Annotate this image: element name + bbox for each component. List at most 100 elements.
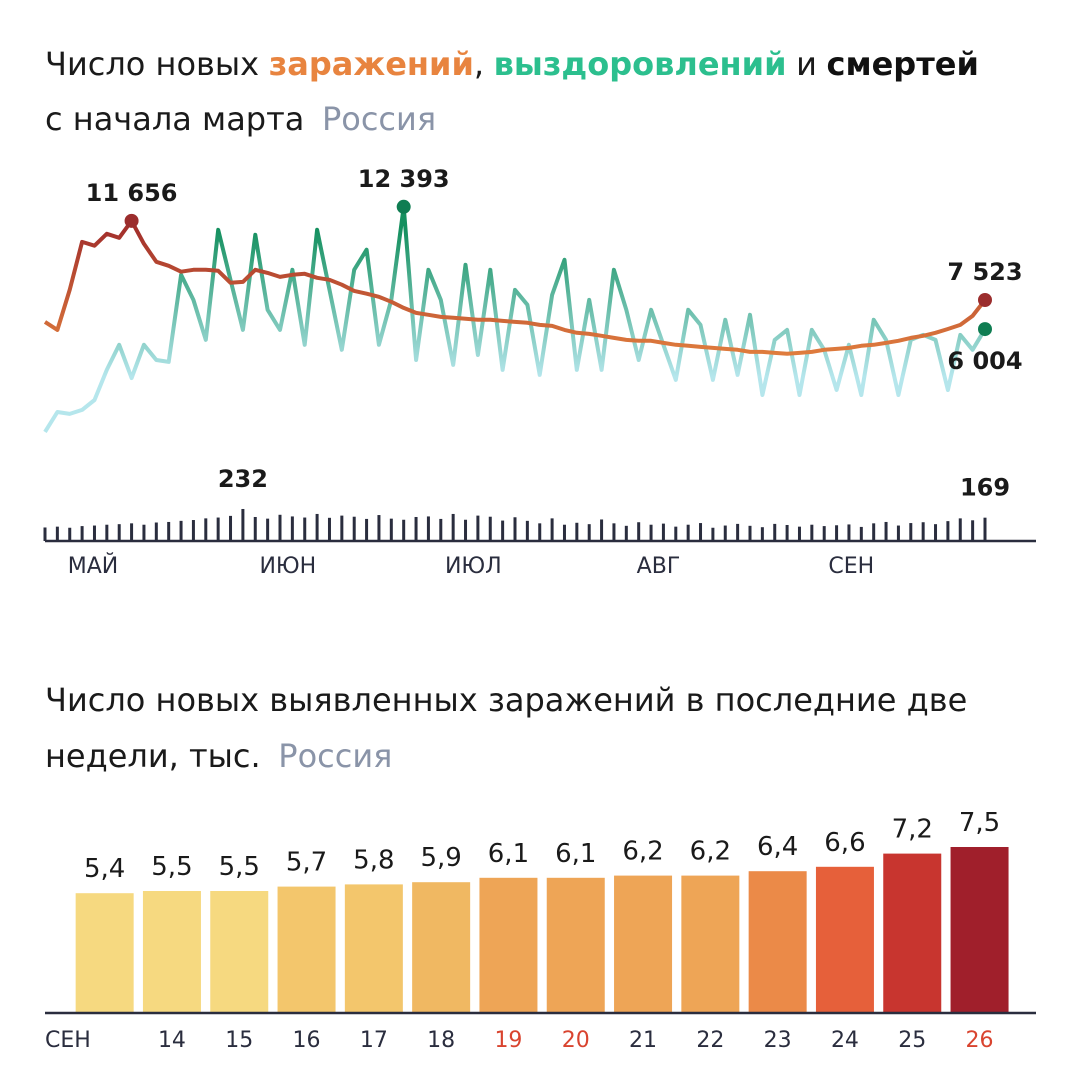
death-bar: [983, 517, 987, 541]
data-label: 6,1: [555, 839, 596, 869]
death-bar: [872, 523, 876, 541]
death-bar: [661, 523, 665, 541]
death-bar: [80, 526, 84, 541]
death-bar: [699, 523, 703, 541]
bar: [75, 893, 134, 1012]
top-subtitle: с начала марта Россия: [45, 91, 436, 147]
x-tick-label: 14: [158, 1028, 186, 1053]
bar: [815, 866, 874, 1012]
data-label: 5,8: [353, 845, 394, 875]
point-dot: [978, 292, 992, 307]
x-tick-label: 17: [360, 1028, 388, 1053]
death-bar: [600, 519, 604, 541]
death-bar: [859, 526, 863, 541]
x-tick-label: ИЮН: [259, 554, 316, 579]
death-bar: [736, 523, 740, 541]
bar: [210, 891, 269, 1012]
title-series: заражений: [268, 45, 474, 83]
series-line: [43, 204, 987, 433]
death-bar: [760, 527, 764, 541]
death-bar: [835, 525, 839, 541]
death-bar: [154, 522, 158, 541]
death-bar: [723, 525, 727, 541]
death-bar: [117, 524, 121, 541]
death-bar: [822, 526, 826, 541]
death-bar: [303, 517, 307, 541]
x-tick-label: СЕН: [45, 1028, 91, 1053]
x-tick-label: 26: [966, 1028, 994, 1053]
data-label: 6,6: [824, 828, 865, 858]
x-tick-label: 22: [696, 1028, 724, 1053]
data-label: 6 004: [947, 347, 1022, 375]
death-bar: [241, 508, 245, 541]
death-bar: [637, 522, 641, 541]
death-bar: [290, 516, 294, 541]
death-bar: [946, 521, 950, 541]
death-bar: [649, 524, 653, 541]
death-bar: [439, 518, 443, 541]
bottom-title: Число новых выявленных заражений в после…: [45, 672, 1045, 784]
death-bar: [266, 518, 270, 541]
death-bar: [488, 516, 492, 541]
death-bar: [909, 523, 913, 541]
x-tick-label: 16: [293, 1028, 321, 1053]
x-tick-label: МАЙ: [68, 553, 119, 579]
bar: [142, 891, 201, 1012]
data-label: 5,5: [219, 852, 260, 882]
death-bar: [797, 526, 801, 541]
bar: [479, 877, 538, 1012]
death-bar: [365, 518, 369, 541]
data-label: 5,7: [286, 848, 327, 878]
data-label: 11 656: [86, 179, 178, 207]
death-bar: [55, 526, 59, 541]
x-tick-label: 18: [427, 1028, 455, 1053]
death-bar: [525, 520, 529, 541]
death-bar: [562, 524, 566, 541]
death-bar: [167, 521, 171, 541]
death-bar: [686, 524, 690, 541]
bar: [883, 853, 942, 1012]
x-tick-label: ИЮЛ: [445, 554, 502, 579]
death-bar: [43, 527, 47, 541]
death-bar: [204, 518, 208, 541]
death-bar: [340, 515, 344, 541]
death-bar: [130, 523, 134, 541]
data-label: 6,2: [622, 837, 663, 867]
x-tick-label: 24: [831, 1028, 859, 1053]
data-label: 6,1: [488, 839, 529, 869]
death-bar: [958, 518, 962, 541]
death-bar: [414, 516, 418, 541]
death-bar: [92, 525, 96, 541]
death-bar: [711, 527, 715, 541]
bar: [344, 884, 403, 1012]
death-bar: [575, 522, 579, 541]
x-tick-label: 19: [494, 1028, 522, 1053]
death-bar: [810, 524, 814, 541]
death-bar: [451, 513, 455, 541]
death-bar: [884, 521, 888, 541]
death-bar: [389, 518, 393, 541]
death-bar: [748, 525, 752, 541]
bar: [546, 877, 605, 1012]
subtitle: с начала марта: [45, 100, 305, 138]
region: Россия: [321, 100, 437, 138]
x-tick-label: 23: [764, 1028, 792, 1053]
bar: [748, 871, 807, 1012]
x-tick-label: 15: [225, 1028, 253, 1053]
death-bar: [971, 520, 975, 541]
data-label: 6,4: [757, 832, 798, 862]
death-bar: [773, 523, 777, 541]
death-bar: [934, 524, 938, 541]
death-bar: [315, 513, 319, 541]
death-bar: [68, 527, 72, 541]
x-tick-label: АВГ: [637, 554, 681, 579]
death-bar: [105, 524, 109, 541]
data-label: 7,2: [892, 815, 933, 845]
death-bar: [550, 518, 554, 541]
x-tick-label: 25: [898, 1028, 926, 1053]
death-bar: [191, 520, 195, 541]
x-tick-label: 21: [629, 1028, 657, 1053]
title-series: смертей: [826, 45, 979, 83]
data-label: 6,2: [690, 837, 731, 867]
